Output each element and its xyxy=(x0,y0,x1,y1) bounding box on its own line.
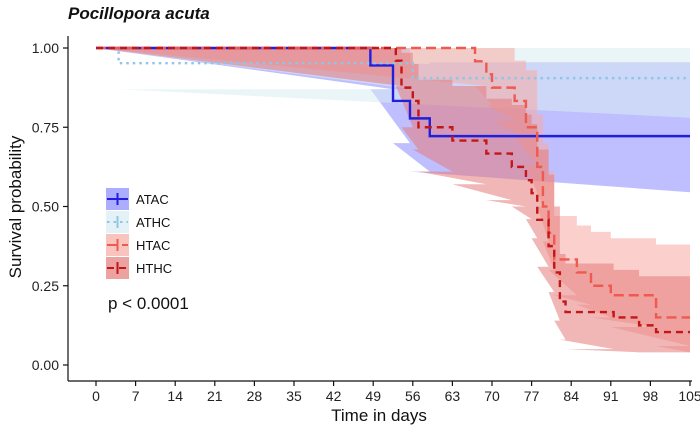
survival-line-htac xyxy=(96,46,690,319)
x-tick-label: 49 xyxy=(365,388,381,404)
legend-item-athc: ATHC xyxy=(106,211,170,233)
p-value-annotation: p < 0.0001 xyxy=(108,294,189,313)
x-tick-label: 7 xyxy=(132,388,140,404)
x-axis-label: Time in days xyxy=(331,406,427,425)
y-tick-label: 0.25 xyxy=(32,278,59,294)
x-tick-label: 56 xyxy=(405,388,421,404)
survival-lines xyxy=(96,46,690,334)
x-tick-label: 91 xyxy=(603,388,619,404)
x-tick-label: 84 xyxy=(563,388,579,404)
legend-label: HTAC xyxy=(136,238,170,253)
x-tick-label: 14 xyxy=(167,388,183,404)
survival-line-hthc xyxy=(96,46,690,334)
y-tick-label: 0.50 xyxy=(32,199,59,215)
x-tick-label: 63 xyxy=(445,388,461,404)
legend-item-htac: HTAC xyxy=(106,234,170,256)
x-tick-label: 35 xyxy=(286,388,302,404)
legend-label: HTHC xyxy=(136,261,172,276)
y-tick-label: 0.00 xyxy=(32,357,59,373)
legend-item-hthc: HTHC xyxy=(106,257,172,279)
x-tick-label: 70 xyxy=(484,388,500,404)
x-tick-label: 77 xyxy=(524,388,540,404)
x-tick-label: 21 xyxy=(207,388,223,404)
legend-label: ATAC xyxy=(136,192,169,207)
chart-title: Pocillopora acuta xyxy=(68,4,210,23)
x-tick-label: 28 xyxy=(247,388,263,404)
y-axis-label: Survival probability xyxy=(6,135,25,278)
ci-band-hthc xyxy=(96,48,690,353)
legend: ATAC ATHC HTAC HTHC xyxy=(106,188,172,279)
x-tick-label: 0 xyxy=(92,388,100,404)
x-tick-label: 98 xyxy=(643,388,659,404)
axes: 0.00 0.25 0.50 0.75 1.00 0 7 14 21 28 35 42 49 56 63 70… xyxy=(32,36,700,404)
x-tick-label: 42 xyxy=(326,388,342,404)
legend-label: ATHC xyxy=(136,215,170,230)
legend-item-atac: ATAC xyxy=(106,188,169,210)
ci-band-htac xyxy=(96,48,690,353)
x-tick-label: 105 xyxy=(678,388,700,404)
y-tick-label: 0.75 xyxy=(32,119,59,135)
y-tick-label: 1.00 xyxy=(32,40,59,56)
